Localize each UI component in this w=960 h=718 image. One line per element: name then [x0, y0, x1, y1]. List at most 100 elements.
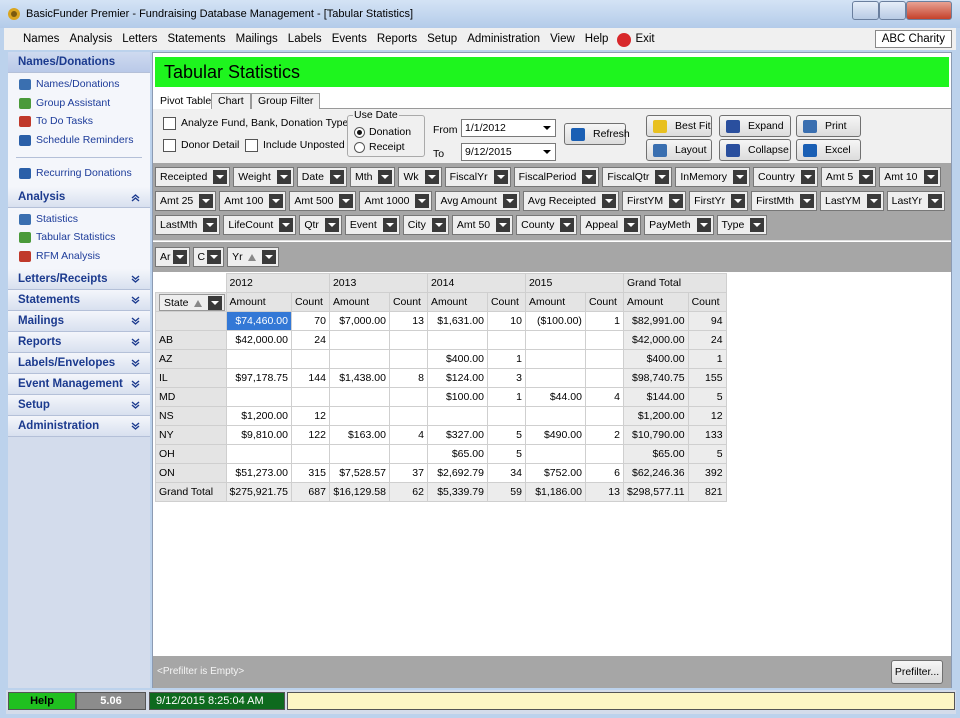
cell[interactable] [388, 330, 428, 350]
toolbar-button[interactable]: Collapse [719, 139, 791, 161]
filter-field[interactable]: Weight [233, 167, 294, 187]
cell[interactable]: 4 [584, 387, 624, 407]
field-dropdown[interactable] [203, 218, 218, 232]
field-dropdown[interactable] [276, 170, 291, 184]
field-dropdown[interactable] [424, 170, 439, 184]
cell[interactable]: $100.00 [426, 387, 488, 407]
sidebar-item[interactable]: Statistics [8, 210, 150, 229]
cell[interactable]: $42,000.00 [225, 330, 292, 350]
date-input[interactable]: 9/12/2015 [461, 143, 556, 161]
cell[interactable]: $1,200.00 [225, 406, 292, 426]
cell[interactable]: 1 [687, 349, 727, 369]
field-dropdown[interactable] [378, 170, 393, 184]
cell[interactable] [524, 349, 586, 369]
sidebar-section[interactable]: Letters/Receipts [8, 269, 150, 290]
cell[interactable]: $65.00 [426, 444, 488, 464]
cell[interactable]: 5 [486, 425, 526, 445]
cell[interactable]: $1,186.00 [524, 482, 586, 502]
field-dropdown[interactable] [601, 194, 616, 208]
cell[interactable] [524, 368, 586, 388]
sidebar-section[interactable]: Event Management [8, 374, 150, 395]
row-header[interactable]: NS [155, 406, 227, 426]
menu-item[interactable]: Reports [376, 33, 418, 45]
menu-item[interactable]: Letters [122, 33, 158, 45]
field-dropdown[interactable] [866, 194, 881, 208]
field-dropdown[interactable] [669, 194, 684, 208]
field-dropdown[interactable] [502, 194, 517, 208]
cell[interactable] [328, 406, 390, 426]
filter-field[interactable]: County [516, 215, 578, 235]
filter-field[interactable]: Amt 5 [820, 167, 877, 187]
cell[interactable]: $1,631.00 [426, 311, 488, 331]
menu-item[interactable]: Labels [287, 33, 322, 45]
cell[interactable]: $51,273.00 [225, 463, 292, 483]
cell[interactable] [584, 349, 624, 369]
checkbox[interactable]: Include Unposted [245, 139, 345, 152]
field-dropdown[interactable] [207, 250, 222, 264]
cell[interactable] [225, 444, 292, 464]
filter-field[interactable]: Country [753, 167, 818, 187]
filter-field[interactable]: Qtr [299, 215, 342, 235]
sidebar-section[interactable]: Names/Donations [8, 52, 150, 73]
sidebar-item[interactable]: Tabular Statistics [8, 228, 150, 247]
sidebar-section[interactable]: Analysis [8, 186, 150, 208]
cell[interactable]: $752.00 [524, 463, 586, 483]
column-header[interactable]: Grand Total [622, 273, 727, 293]
menu-item[interactable]: View [550, 33, 575, 45]
cell[interactable] [524, 444, 586, 464]
row-header[interactable]: ON [155, 463, 227, 483]
column-header[interactable]: 2015 [524, 273, 624, 293]
cell[interactable]: $9,810.00 [225, 425, 292, 445]
field-dropdown[interactable] [431, 218, 446, 232]
column-header[interactable]: 2013 [328, 273, 428, 293]
filter-field[interactable]: FiscalPeriod [513, 167, 600, 187]
column-header[interactable]: 2012 [225, 273, 330, 293]
cell[interactable]: $490.00 [524, 425, 586, 445]
filter-field[interactable]: LastMth [155, 215, 221, 235]
cell[interactable]: $44.00 [524, 387, 586, 407]
row-header[interactable]: IL [155, 368, 227, 388]
cell[interactable]: $74,460.00 [225, 311, 292, 331]
cell[interactable]: 37 [388, 463, 428, 483]
cell[interactable]: 1 [486, 349, 526, 369]
field-dropdown[interactable] [279, 218, 294, 232]
checkbox[interactable]: Analyze Fund, Bank, Donation Type [163, 117, 348, 130]
filter-field[interactable]: Amt 500 [289, 191, 357, 211]
row-header[interactable]: AZ [155, 349, 227, 369]
cell[interactable]: $1,200.00 [622, 406, 689, 426]
cell[interactable] [524, 330, 586, 350]
cell[interactable]: $16,129.58 [328, 482, 390, 502]
cell[interactable]: $98,740.75 [622, 368, 689, 388]
cell[interactable] [328, 387, 390, 407]
cell[interactable]: $62,246.36 [622, 463, 689, 483]
row-header[interactable]: MD [155, 387, 227, 407]
field-dropdown[interactable] [696, 218, 711, 232]
cell[interactable]: 144 [290, 368, 330, 388]
cell[interactable]: $400.00 [622, 349, 689, 369]
cell[interactable]: 122 [290, 425, 330, 445]
cell[interactable] [388, 406, 428, 426]
menu-item[interactable]: Analysis [69, 33, 113, 45]
cell[interactable]: 5 [687, 387, 727, 407]
cell[interactable]: $1,438.00 [328, 368, 390, 388]
field-dropdown[interactable] [624, 218, 639, 232]
filter-field[interactable]: City [402, 215, 449, 235]
filter-field[interactable]: Date [296, 167, 347, 187]
field-dropdown[interactable] [261, 250, 276, 264]
field-dropdown[interactable] [733, 170, 748, 184]
checkbox[interactable]: Donor Detail [163, 139, 239, 152]
cell[interactable]: 13 [388, 311, 428, 331]
row-header[interactable] [155, 311, 227, 331]
sidebar-item[interactable]: RFM Analysis [8, 247, 150, 266]
row-field[interactable]: C [192, 247, 225, 267]
cell[interactable] [426, 406, 488, 426]
cell[interactable]: 8 [388, 368, 428, 388]
cell[interactable]: 70 [290, 311, 330, 331]
cell[interactable]: 133 [687, 425, 727, 445]
org-name[interactable]: ABC Charity [874, 30, 952, 48]
cell[interactable]: $5,339.79 [426, 482, 488, 502]
sidebar-section[interactable]: Reports [8, 332, 150, 353]
filter-field[interactable]: Amt 10 [879, 167, 941, 187]
field-dropdown[interactable] [415, 194, 430, 208]
cell[interactable]: ($100.00) [524, 311, 586, 331]
